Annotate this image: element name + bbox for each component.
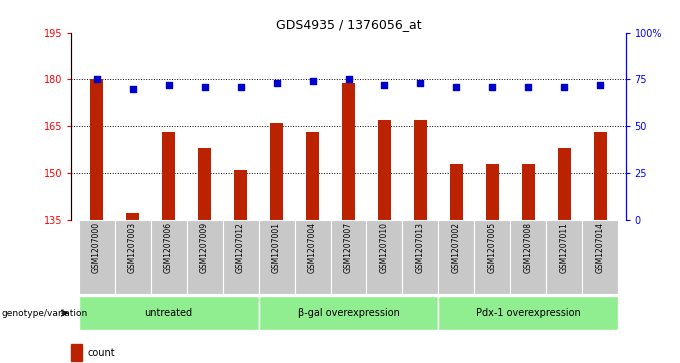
Text: GSM1207004: GSM1207004 — [308, 222, 317, 273]
Text: Pdx-1 overexpression: Pdx-1 overexpression — [476, 308, 581, 318]
FancyBboxPatch shape — [115, 220, 150, 294]
Text: GSM1207002: GSM1207002 — [452, 222, 461, 273]
FancyBboxPatch shape — [258, 296, 439, 330]
Point — [271, 80, 282, 86]
Bar — [558, 148, 571, 220]
Point — [487, 84, 498, 90]
Bar — [163, 132, 175, 220]
Bar — [522, 163, 534, 220]
Bar — [306, 132, 319, 220]
Point — [415, 80, 426, 86]
FancyBboxPatch shape — [150, 220, 186, 294]
Point — [235, 84, 246, 90]
Title: GDS4935 / 1376056_at: GDS4935 / 1376056_at — [275, 19, 422, 32]
Text: GSM1207014: GSM1207014 — [596, 222, 605, 273]
Point — [307, 78, 318, 84]
Bar — [234, 170, 247, 220]
Text: GSM1207001: GSM1207001 — [272, 222, 281, 273]
Bar — [270, 123, 283, 220]
Bar — [414, 120, 427, 220]
Bar — [199, 148, 211, 220]
FancyBboxPatch shape — [294, 220, 330, 294]
FancyBboxPatch shape — [222, 220, 258, 294]
Bar — [90, 79, 103, 220]
FancyBboxPatch shape — [475, 220, 511, 294]
Bar — [342, 82, 355, 220]
FancyBboxPatch shape — [258, 220, 294, 294]
Point — [451, 84, 462, 90]
Text: GSM1207011: GSM1207011 — [560, 222, 569, 273]
FancyBboxPatch shape — [403, 220, 439, 294]
Point — [523, 84, 534, 90]
Text: GSM1207013: GSM1207013 — [416, 222, 425, 273]
FancyBboxPatch shape — [330, 220, 367, 294]
FancyBboxPatch shape — [439, 296, 618, 330]
Point — [199, 84, 210, 90]
Bar — [126, 213, 139, 220]
FancyBboxPatch shape — [582, 220, 618, 294]
Bar — [594, 132, 607, 220]
Text: genotype/variation: genotype/variation — [1, 309, 88, 318]
Text: β-gal overexpression: β-gal overexpression — [298, 308, 399, 318]
Text: GSM1207005: GSM1207005 — [488, 222, 497, 273]
Text: GSM1207009: GSM1207009 — [200, 222, 209, 273]
FancyBboxPatch shape — [186, 220, 222, 294]
Text: untreated: untreated — [145, 308, 192, 318]
FancyBboxPatch shape — [439, 220, 475, 294]
Bar — [378, 120, 391, 220]
Point — [343, 77, 354, 82]
Point — [379, 82, 390, 88]
FancyBboxPatch shape — [547, 220, 582, 294]
Bar — [71, 344, 82, 360]
Text: GSM1207003: GSM1207003 — [128, 222, 137, 273]
Text: count: count — [88, 348, 116, 358]
Point — [595, 82, 606, 88]
FancyBboxPatch shape — [367, 220, 403, 294]
Text: GSM1207006: GSM1207006 — [164, 222, 173, 273]
Point — [559, 84, 570, 90]
Text: GSM1207007: GSM1207007 — [344, 222, 353, 273]
Point — [127, 86, 138, 92]
Text: GSM1207000: GSM1207000 — [92, 222, 101, 273]
Text: GSM1207012: GSM1207012 — [236, 222, 245, 273]
Point — [91, 77, 102, 82]
Bar — [450, 163, 463, 220]
Point — [163, 82, 174, 88]
FancyBboxPatch shape — [79, 296, 258, 330]
Bar — [486, 163, 498, 220]
Text: GSM1207010: GSM1207010 — [380, 222, 389, 273]
FancyBboxPatch shape — [511, 220, 547, 294]
Text: GSM1207008: GSM1207008 — [524, 222, 533, 273]
FancyBboxPatch shape — [79, 220, 115, 294]
